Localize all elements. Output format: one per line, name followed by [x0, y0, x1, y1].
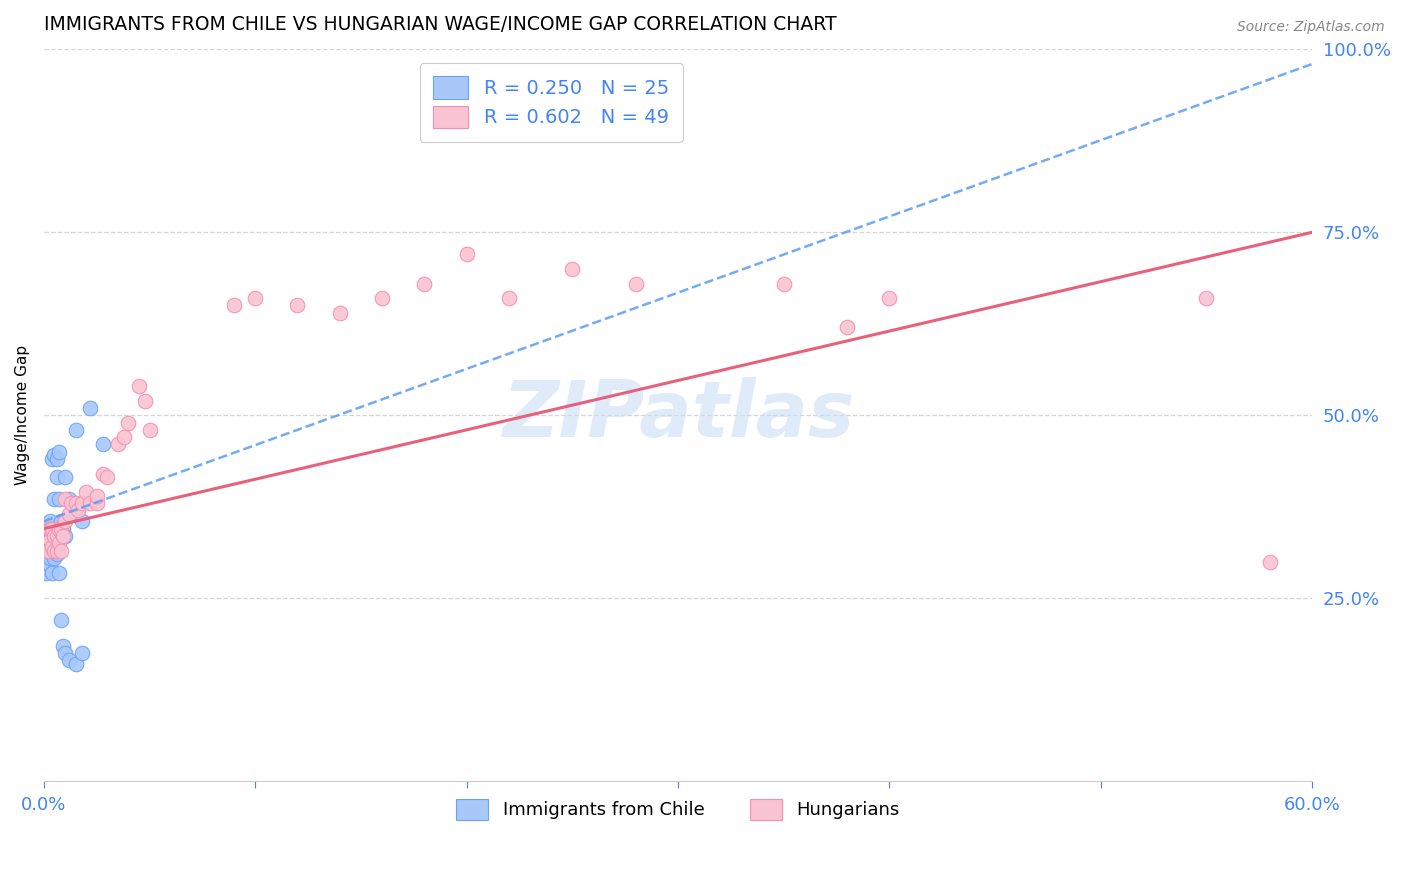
- Point: [37, 550, 59, 565]
- Text: ZIPatlas: ZIPatlas: [502, 377, 853, 453]
- Point: [117, 416, 139, 430]
- Point: [413, 277, 436, 291]
- Point: [44, 522, 66, 536]
- Point: [287, 298, 309, 312]
- Point: [91, 437, 114, 451]
- Text: IMMIGRANTS FROM CHILE VS HUNGARIAN WAGE/INCOME GAP CORRELATION CHART: IMMIGRANTS FROM CHILE VS HUNGARIAN WAGE/…: [44, 15, 837, 34]
- Point: [45, 547, 67, 561]
- Point: [70, 496, 93, 510]
- Point: [48, 536, 70, 550]
- Point: [624, 277, 647, 291]
- Point: [41, 522, 63, 536]
- Point: [65, 657, 87, 671]
- Point: [835, 320, 858, 334]
- Point: [371, 291, 394, 305]
- Point: [138, 423, 160, 437]
- Point: [49, 514, 72, 528]
- Point: [79, 496, 101, 510]
- Point: [49, 522, 72, 536]
- Point: [44, 449, 66, 463]
- Point: [222, 298, 245, 312]
- Point: [128, 379, 150, 393]
- Point: [79, 401, 101, 415]
- Point: [48, 522, 70, 536]
- Y-axis label: Wage/Income Gap: Wage/Income Gap: [15, 345, 30, 485]
- Point: [498, 291, 520, 305]
- Point: [877, 291, 900, 305]
- Point: [772, 277, 794, 291]
- Point: [53, 514, 76, 528]
- Point: [39, 514, 62, 528]
- Point: [45, 543, 67, 558]
- Point: [49, 613, 72, 627]
- Point: [35, 529, 58, 543]
- Point: [52, 522, 75, 536]
- Point: [41, 452, 63, 467]
- Point: [37, 543, 59, 558]
- Point: [44, 543, 66, 558]
- Point: [41, 547, 63, 561]
- Point: [48, 444, 70, 458]
- Point: [48, 566, 70, 580]
- Point: [45, 470, 67, 484]
- Point: [39, 533, 62, 547]
- Point: [44, 492, 66, 507]
- Point: [456, 247, 478, 261]
- Legend: Immigrants from Chile, Hungarians: Immigrants from Chile, Hungarians: [449, 791, 907, 827]
- Point: [66, 503, 89, 517]
- Point: [52, 529, 75, 543]
- Point: [86, 489, 108, 503]
- Point: [45, 529, 67, 543]
- Point: [53, 646, 76, 660]
- Point: [91, 467, 114, 481]
- Point: [65, 496, 87, 510]
- Point: [60, 496, 83, 510]
- Point: [41, 540, 63, 554]
- Point: [49, 543, 72, 558]
- Point: [35, 536, 58, 550]
- Point: [37, 543, 59, 558]
- Point: [70, 514, 93, 528]
- Point: [58, 507, 80, 521]
- Point: [52, 639, 75, 653]
- Point: [44, 529, 66, 543]
- Point: [37, 522, 59, 536]
- Point: [134, 393, 156, 408]
- Point: [39, 522, 62, 536]
- Point: [53, 529, 76, 543]
- Point: [65, 423, 87, 437]
- Point: [39, 550, 62, 565]
- Point: [37, 536, 59, 550]
- Point: [41, 529, 63, 543]
- Point: [58, 492, 80, 507]
- Point: [35, 566, 58, 580]
- Point: [1195, 291, 1218, 305]
- Point: [53, 470, 76, 484]
- Point: [39, 525, 62, 540]
- Point: [86, 496, 108, 510]
- Point: [329, 306, 352, 320]
- Point: [53, 492, 76, 507]
- Point: [1258, 555, 1281, 569]
- Point: [112, 430, 135, 444]
- Point: [44, 550, 66, 565]
- Point: [39, 533, 62, 547]
- Point: [75, 485, 97, 500]
- Point: [48, 492, 70, 507]
- Text: Source: ZipAtlas.com: Source: ZipAtlas.com: [1237, 20, 1385, 34]
- Point: [70, 646, 93, 660]
- Point: [41, 566, 63, 580]
- Point: [96, 470, 118, 484]
- Point: [45, 452, 67, 467]
- Point: [245, 291, 267, 305]
- Point: [41, 522, 63, 536]
- Point: [561, 261, 583, 276]
- Point: [39, 558, 62, 573]
- Point: [107, 437, 129, 451]
- Point: [58, 653, 80, 667]
